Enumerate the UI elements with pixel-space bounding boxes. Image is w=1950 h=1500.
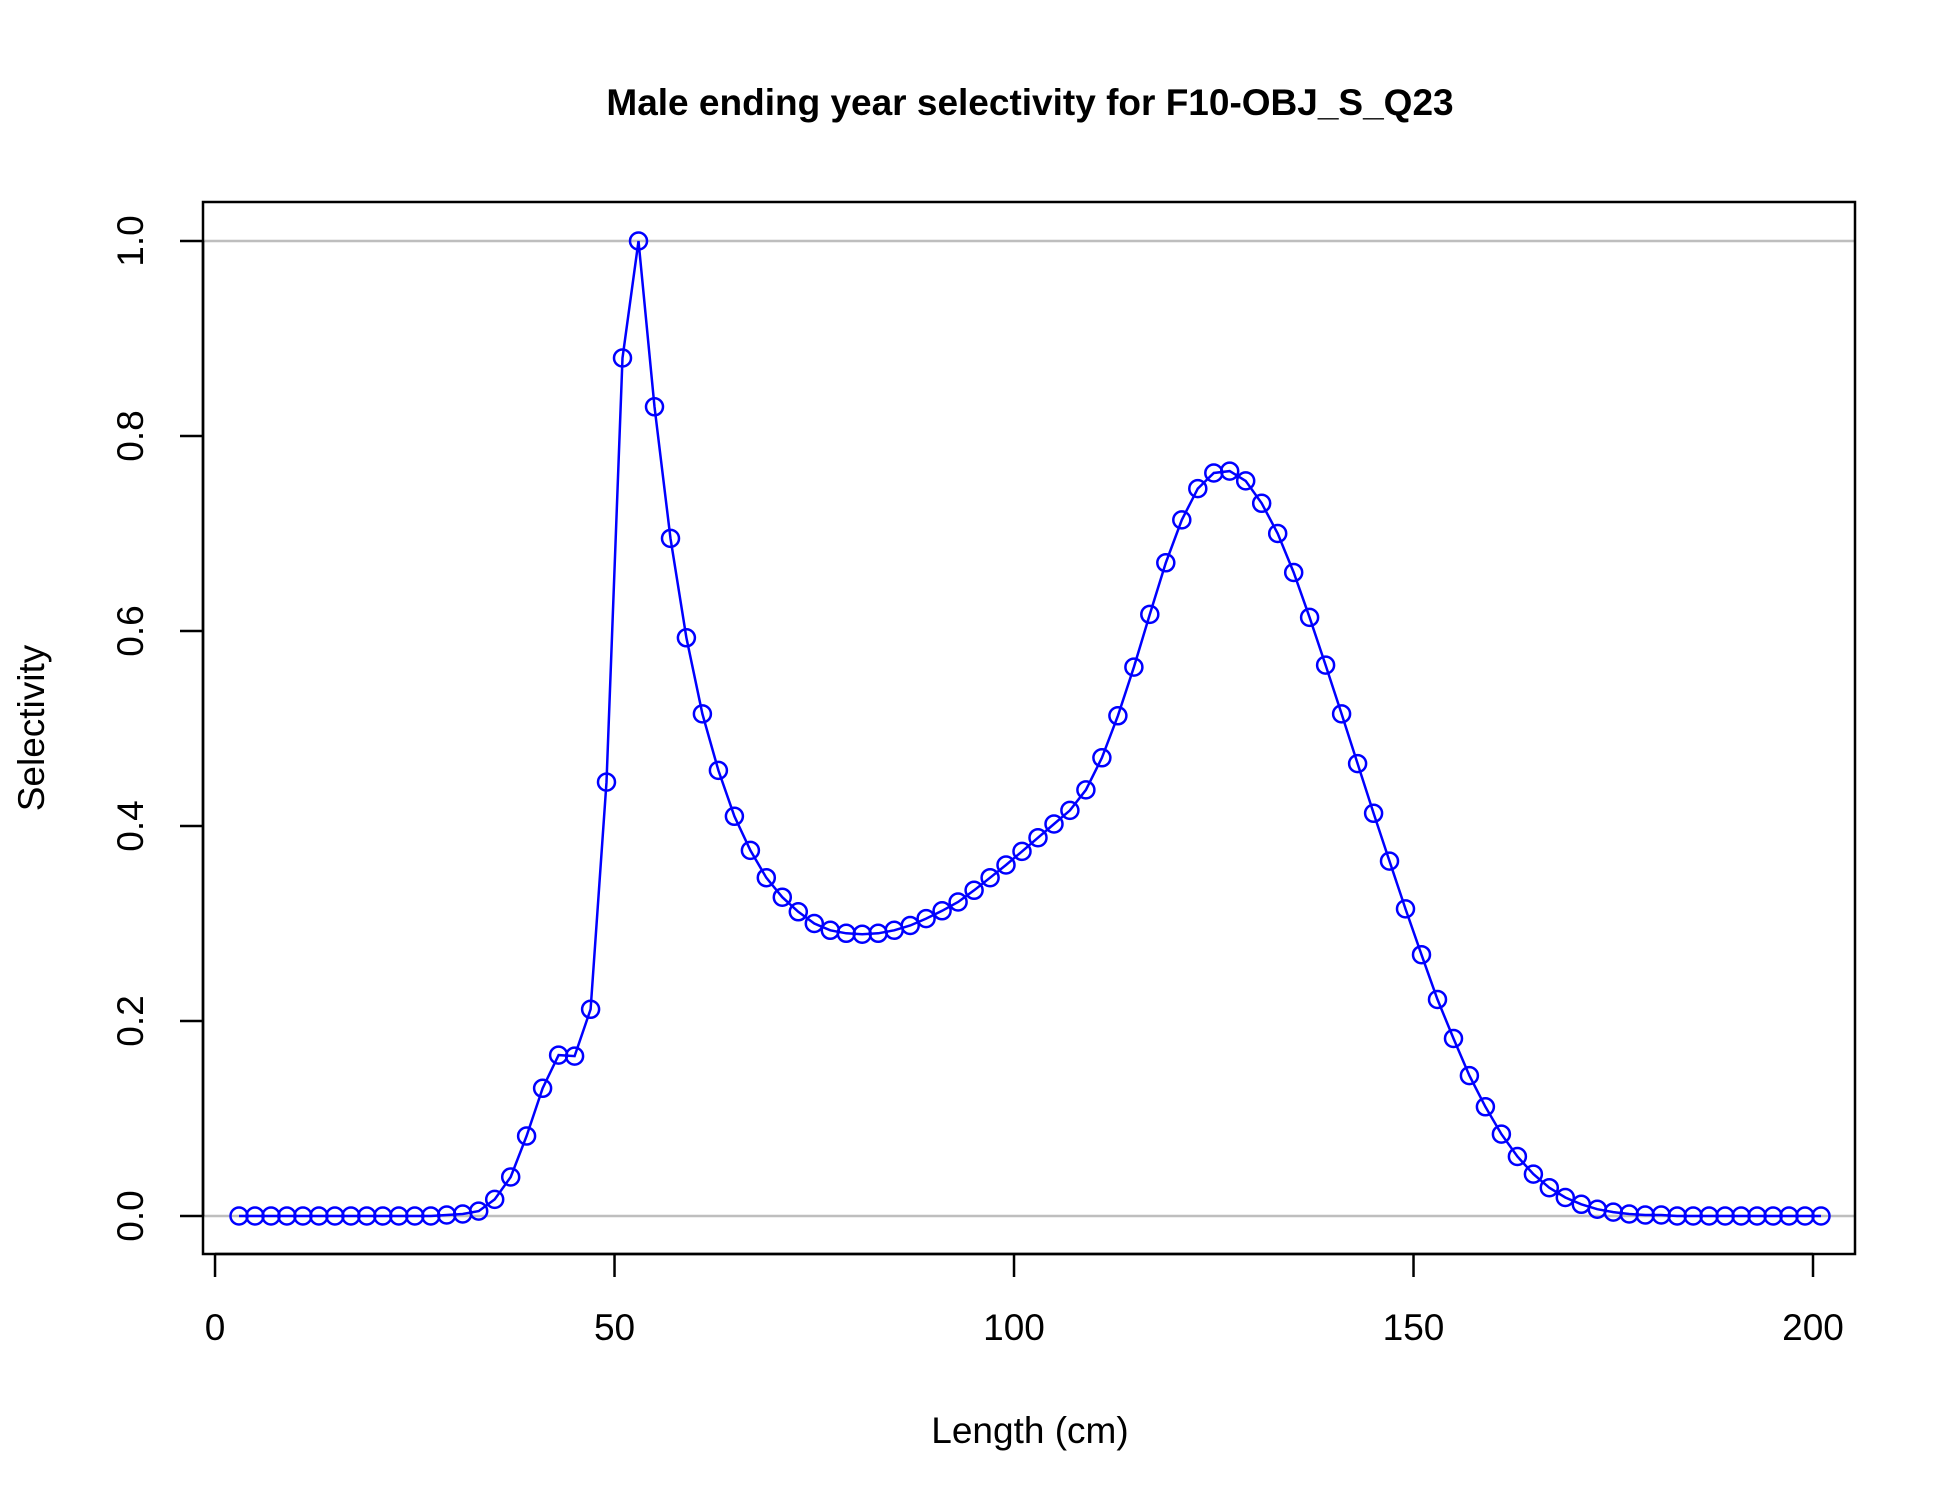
data-point: [1811, 1206, 1831, 1226]
chart-title: Male ending year selectivity for F10-OBJ…: [606, 82, 1453, 123]
data-point: [1379, 851, 1400, 871]
data-point: [772, 887, 793, 907]
data-point: [932, 901, 952, 921]
data-point: [1299, 607, 1320, 628]
data-point: [1156, 553, 1176, 573]
data-point: [660, 528, 681, 549]
data-point: [1251, 493, 1272, 514]
y-tick-label: 0.6: [110, 605, 151, 656]
reference-lines: [203, 239, 1855, 1218]
y-axis: 0.0 0.2 0.4 0.6 0.8 1.0: [110, 215, 205, 1242]
data-point: [580, 999, 601, 1020]
data-point: [1012, 841, 1032, 862]
data-point: [516, 1126, 537, 1146]
data-point: [1427, 989, 1448, 1010]
x-axis: 0 50 100 150 200: [205, 1252, 1844, 1348]
series-line: [239, 240, 1821, 1218]
data-point: [996, 855, 1016, 875]
data-point: [1235, 471, 1256, 491]
data-point: [1555, 1187, 1576, 1208]
data-point: [1443, 1028, 1464, 1049]
y-tick-label: 0.4: [110, 800, 151, 851]
data-point: [692, 704, 713, 724]
data-point: [1044, 814, 1064, 834]
data-point: [596, 772, 617, 792]
data-point: [500, 1167, 521, 1187]
data-point: [1076, 780, 1096, 800]
data-point: [1092, 748, 1112, 768]
data-point: [628, 231, 649, 251]
data-point: [708, 760, 729, 781]
plot-frame: [201, 200, 1857, 1256]
data-point: [1188, 478, 1208, 499]
data-point: [1331, 704, 1352, 724]
y-axis-label: Selectivity: [11, 644, 52, 811]
data-point: [1475, 1097, 1496, 1117]
data-point: [1395, 899, 1416, 919]
data-point: [964, 880, 984, 901]
y-tick-label: 0.2: [110, 995, 151, 1046]
data-point: [1108, 706, 1128, 726]
y-tick-label: 0.8: [110, 410, 151, 461]
data-point: [564, 1046, 585, 1066]
x-tick-label: 200: [1782, 1307, 1844, 1348]
data-point: [532, 1078, 553, 1099]
y-tick-label: 0.0: [110, 1190, 151, 1241]
data-point: [1140, 604, 1160, 625]
data-point: [916, 908, 936, 929]
data-point: [1028, 827, 1048, 848]
data-point: [1523, 1164, 1544, 1184]
data-point: [1491, 1124, 1512, 1144]
data-point: [1411, 944, 1432, 965]
x-tick-label: 100: [983, 1307, 1045, 1348]
data-point: [804, 913, 825, 934]
data-point: [1347, 753, 1368, 774]
data-point: [1363, 803, 1384, 824]
data-point: [948, 892, 968, 912]
x-tick-label: 150: [1383, 1307, 1445, 1348]
y-tick-label: 1.0: [110, 215, 151, 266]
data-point: [724, 806, 745, 827]
series-group: [229, 231, 1831, 1226]
data-point: [644, 397, 665, 417]
data-point: [740, 840, 761, 861]
x-tick-label: 0: [205, 1307, 226, 1348]
data-point: [1172, 510, 1192, 530]
data-point: [1283, 562, 1304, 583]
x-tick-label: 50: [594, 1307, 635, 1348]
data-point: [788, 902, 809, 922]
data-point: [468, 1201, 489, 1221]
data-point: [1219, 461, 1240, 481]
data-point: [980, 867, 1000, 888]
data-point: [1060, 800, 1080, 821]
data-point: [1267, 523, 1288, 544]
data-point: [1315, 655, 1336, 675]
data-point: [484, 1189, 505, 1210]
data-point: [1459, 1065, 1480, 1086]
data-point: [1507, 1146, 1528, 1167]
x-axis-label: Length (cm): [931, 1410, 1128, 1451]
data-point: [612, 348, 633, 368]
data-point: [1539, 1177, 1560, 1198]
data-point: [1124, 657, 1144, 677]
data-point: [900, 915, 920, 936]
data-point: [676, 628, 697, 648]
data-point: [756, 867, 777, 888]
